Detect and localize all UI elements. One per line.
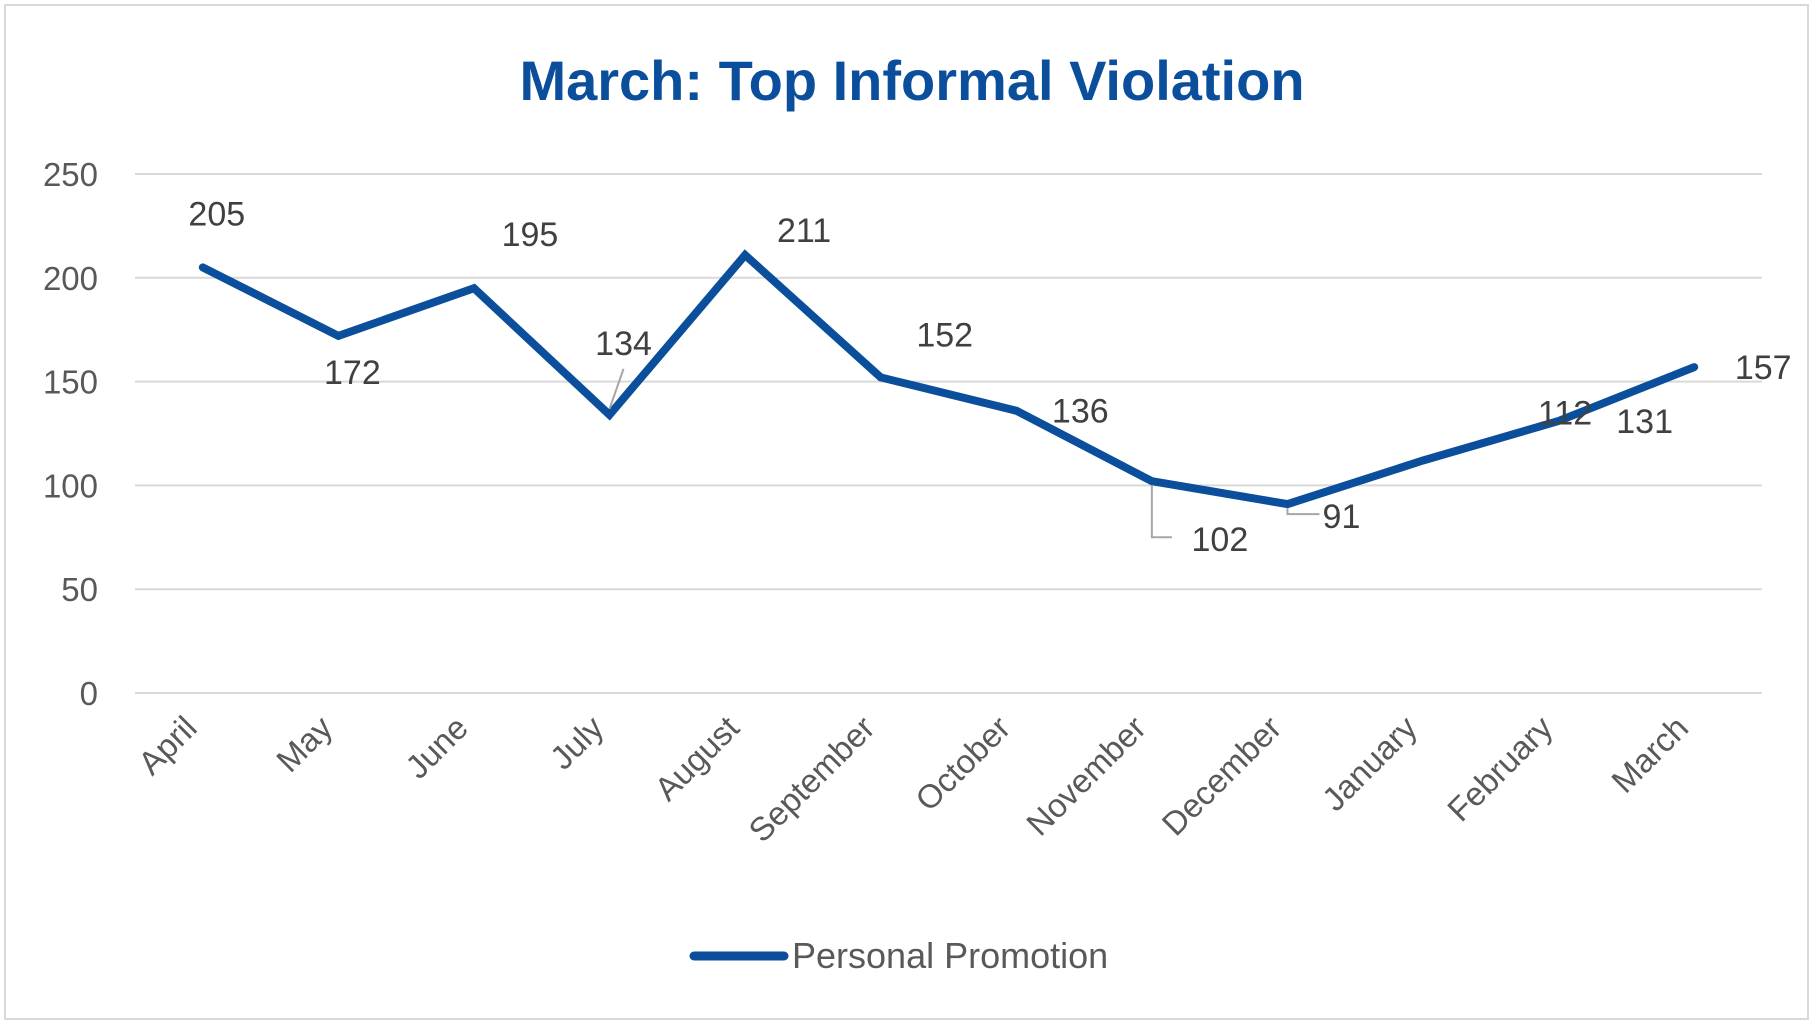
y-tick-label: 150	[43, 364, 98, 401]
data-label: 112	[1538, 394, 1592, 432]
legend-label: Personal Promotion	[792, 935, 1108, 976]
data-label: 205	[188, 195, 245, 233]
data-point	[1015, 409, 1018, 412]
y-tick-label: 250	[43, 156, 98, 193]
data-label: 134	[595, 325, 652, 363]
x-tick-label: August	[647, 709, 746, 808]
leader-line	[608, 368, 625, 410]
series-group	[198, 249, 1699, 509]
x-tick-label: December	[1155, 709, 1289, 843]
legend: Personal Promotion	[689, 935, 1108, 976]
data-label: 131	[1616, 403, 1673, 441]
data-point	[1150, 480, 1153, 483]
data-point	[1286, 503, 1289, 506]
x-tick-label: May	[269, 708, 340, 779]
x-tick-label: July	[543, 708, 611, 776]
data-point	[1693, 366, 1696, 369]
y-tick-label: 50	[61, 571, 98, 608]
gridlines	[135, 173, 1762, 694]
data-label: 102	[1192, 521, 1249, 559]
data-label: 91	[1323, 498, 1361, 536]
data-label: 172	[324, 354, 381, 392]
data-point	[337, 334, 340, 337]
data-label: 157	[1735, 349, 1792, 387]
y-tick-label: 0	[80, 675, 98, 712]
data-point	[879, 376, 882, 379]
data-label: 195	[502, 216, 559, 254]
y-axis-ticks: 0 50 100 150 200 250	[43, 156, 98, 712]
x-tick-label: November	[1019, 709, 1153, 843]
x-tick-label: March	[1604, 709, 1695, 800]
y-tick-label: 200	[43, 260, 98, 297]
leader-line	[1286, 508, 1320, 516]
data-point	[201, 266, 204, 269]
x-tick-label: April	[131, 709, 204, 782]
x-tick-label: June	[398, 709, 475, 786]
x-tick-label: September	[741, 709, 881, 849]
data-point	[1557, 420, 1560, 423]
leader-line	[1150, 485, 1172, 539]
data-label: 136	[1052, 393, 1109, 431]
x-tick-label: January	[1315, 708, 1425, 818]
data-point	[608, 413, 611, 416]
chart-title: March: Top Informal Violation	[519, 49, 1304, 112]
data-point	[472, 287, 475, 290]
x-tick-label: February	[1440, 708, 1560, 828]
series-line	[198, 249, 1699, 509]
data-labels: 205 172 195 134 211 152 136 102 91 112 131 157	[188, 195, 1791, 559]
y-tick-label: 100	[43, 467, 98, 504]
x-tick-label: October	[908, 709, 1017, 818]
data-point	[744, 253, 747, 256]
data-label: 211	[777, 212, 831, 250]
data-point	[1422, 459, 1425, 462]
data-label: 152	[916, 316, 973, 354]
